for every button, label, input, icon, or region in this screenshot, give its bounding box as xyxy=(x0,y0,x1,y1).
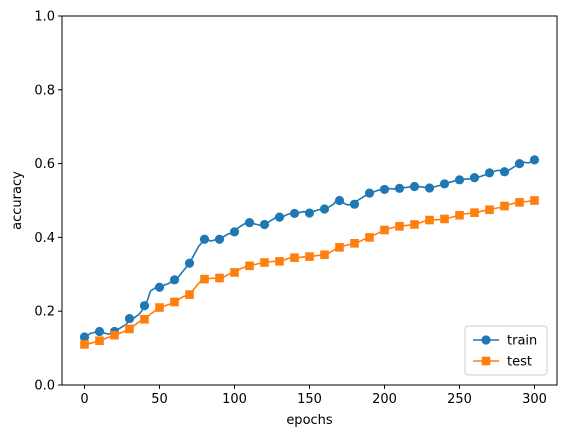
data-point-train xyxy=(154,282,165,292)
x-tick-label: 150 xyxy=(297,392,322,407)
data-point-test xyxy=(500,201,509,211)
data-point-test xyxy=(380,225,389,235)
data-point-train xyxy=(169,275,180,285)
data-point-train xyxy=(229,227,240,237)
x-axis-label: epochs xyxy=(286,413,333,428)
data-point-train xyxy=(514,159,525,169)
data-point-test xyxy=(290,253,299,262)
data-point-train xyxy=(529,155,540,165)
data-point-test xyxy=(455,210,464,220)
series-layer xyxy=(79,155,540,349)
data-point-test xyxy=(470,208,479,217)
data-point-train xyxy=(184,258,195,268)
legend: train test xyxy=(464,325,548,376)
x-tick-label: 200 xyxy=(372,392,397,407)
data-point-test xyxy=(350,239,359,248)
data-point-train xyxy=(379,184,390,195)
y-tick-label: 0.6 xyxy=(34,157,55,172)
data-point-test xyxy=(245,261,254,271)
data-point-train xyxy=(424,183,435,193)
data-point-train xyxy=(79,332,90,342)
data-point-test xyxy=(215,273,224,283)
data-point-test xyxy=(275,257,284,266)
data-point-test xyxy=(410,220,419,229)
y-tick-label: 0.0 xyxy=(34,379,55,394)
data-point-train xyxy=(199,234,210,244)
data-point-test xyxy=(335,243,344,252)
data-point-train xyxy=(469,173,480,183)
series-test xyxy=(80,196,539,349)
data-point-train xyxy=(244,218,255,228)
data-point-test xyxy=(155,303,164,312)
legend-swatch-marker xyxy=(481,335,491,345)
data-point-train xyxy=(484,168,495,178)
data-point-test xyxy=(80,340,89,349)
data-point-test xyxy=(170,297,179,307)
data-point-train xyxy=(259,219,270,230)
data-point-test xyxy=(365,233,374,242)
data-point-train xyxy=(139,301,150,311)
data-point-test xyxy=(530,196,539,205)
data-point-test xyxy=(260,258,269,267)
data-point-test xyxy=(110,330,119,340)
legend-label: train xyxy=(507,334,537,349)
data-point-test xyxy=(230,268,239,277)
data-point-train xyxy=(454,175,465,185)
data-point-train xyxy=(304,208,315,218)
y-tick-label: 0.8 xyxy=(34,83,55,98)
data-point-train xyxy=(124,313,135,324)
x-tick-label: 100 xyxy=(222,392,247,407)
data-point-test xyxy=(425,215,434,225)
x-tick-label: 50 xyxy=(151,392,168,407)
data-point-test xyxy=(320,250,329,260)
data-point-train xyxy=(94,326,105,337)
data-point-test xyxy=(395,222,404,231)
data-point-test xyxy=(200,274,209,284)
data-point-train xyxy=(409,181,420,192)
data-point-test xyxy=(95,336,104,346)
series-train xyxy=(79,155,540,342)
data-point-train xyxy=(214,234,225,244)
data-point-test xyxy=(485,205,494,215)
x-tick-label: 300 xyxy=(522,392,547,407)
data-point-train xyxy=(349,199,360,209)
data-point-train xyxy=(334,195,345,206)
y-tick-label: 1.0 xyxy=(34,10,55,25)
legend-swatch-marker xyxy=(481,356,491,366)
data-point-train xyxy=(364,188,375,198)
data-point-train xyxy=(394,183,405,193)
y-tick-label: 0.4 xyxy=(34,231,55,246)
legend-item-train: train xyxy=(473,334,537,349)
data-point-test xyxy=(515,198,524,207)
data-point-train xyxy=(274,212,285,222)
x-tick-label: 250 xyxy=(447,392,472,407)
data-point-train xyxy=(439,179,450,189)
data-point-test xyxy=(140,315,149,324)
data-point-train xyxy=(289,208,300,219)
legend-item-test: test xyxy=(473,355,532,370)
data-point-test xyxy=(440,214,449,224)
data-point-test xyxy=(125,324,134,334)
data-point-train xyxy=(499,167,510,177)
legend-label: test xyxy=(507,355,532,370)
x-tick-label: 0 xyxy=(80,392,88,407)
data-point-test xyxy=(305,252,314,261)
data-point-test xyxy=(185,290,194,299)
y-tick-label: 0.2 xyxy=(34,305,55,320)
data-point-train xyxy=(319,204,330,214)
y-axis-label: accuracy xyxy=(10,171,25,230)
ticks-layer: 0 50 100 150 200 250 300 0.0 0.2 0.4 0.6 0.8 1.0 xyxy=(34,10,547,408)
